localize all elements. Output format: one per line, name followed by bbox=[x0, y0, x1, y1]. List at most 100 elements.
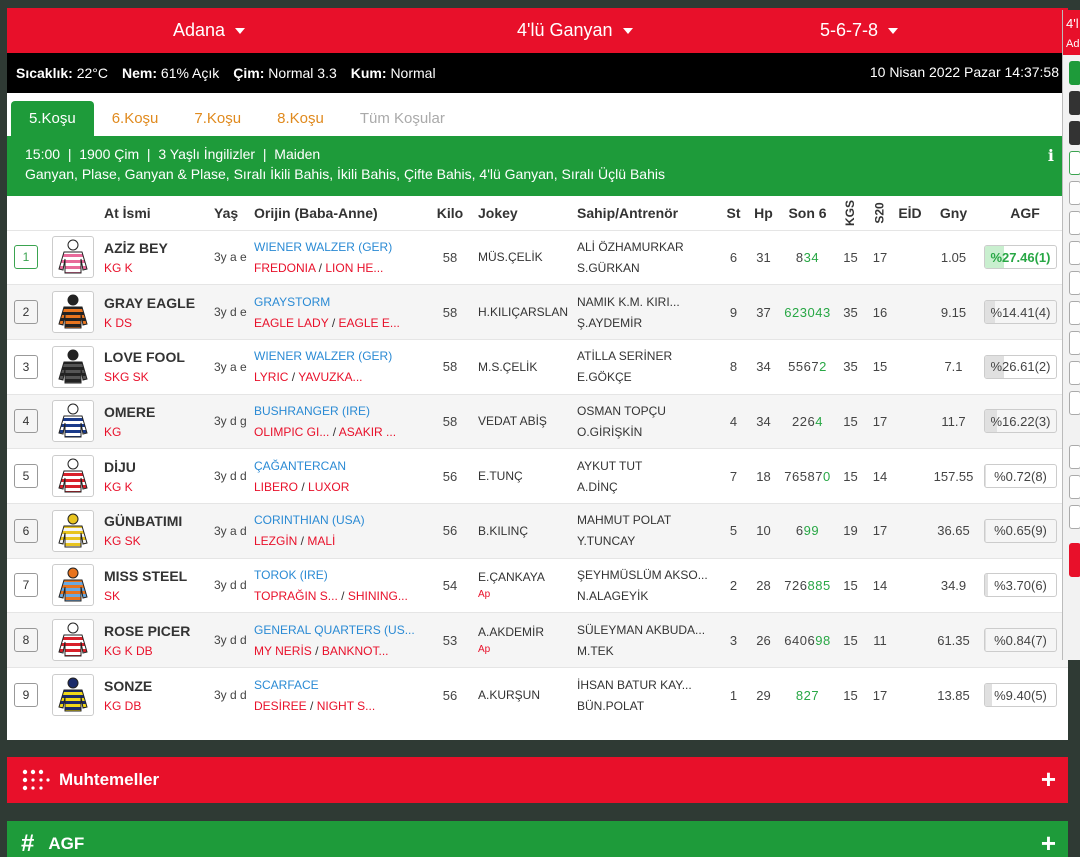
damsire-link[interactable]: EAGLE E... bbox=[338, 315, 400, 330]
trainer-name[interactable]: Y.TUNCAY bbox=[577, 534, 636, 549]
horse-select-checkbox[interactable]: 9 bbox=[14, 683, 38, 708]
trainer-name[interactable]: N.ALAGEYİK bbox=[577, 588, 649, 603]
muhtemeller-accordion[interactable]: Muhtemeller + bbox=[7, 757, 1068, 803]
horse-name[interactable]: MISS STEEL bbox=[104, 567, 188, 584]
owner-name[interactable]: OSMAN TOPÇU bbox=[577, 403, 666, 418]
side-panel-chip[interactable] bbox=[1069, 391, 1080, 415]
sire-link[interactable]: WIENER WALZER (GER) bbox=[254, 239, 393, 254]
sire-link[interactable]: GENERAL QUARTERS (US... bbox=[254, 622, 415, 637]
trainer-name[interactable]: BÜN.POLAT bbox=[577, 698, 645, 713]
damsire-link[interactable]: LION HE... bbox=[325, 260, 384, 275]
table-row[interactable]: 8 ROSE PICER KG K DB 3y d d GENERAL QUARTERS… bbox=[7, 612, 1068, 668]
side-panel-chip[interactable] bbox=[1069, 331, 1080, 355]
jockey-name[interactable]: VEDAT ABİŞ bbox=[478, 414, 547, 429]
dam-link[interactable]: DESİREE bbox=[254, 698, 307, 713]
side-panel-chip[interactable] bbox=[1069, 241, 1080, 265]
trainer-name[interactable]: M.TEK bbox=[577, 643, 614, 658]
owner-name[interactable]: SÜLEYMAN AKBUDA... bbox=[577, 622, 706, 637]
jockey-name[interactable]: B.KILINÇ bbox=[478, 523, 529, 538]
damsire-link[interactable]: SHINING... bbox=[347, 588, 408, 603]
side-panel-chip[interactable] bbox=[1069, 361, 1080, 385]
damsire-link[interactable]: MALİ bbox=[307, 534, 336, 549]
expand-icon[interactable]: + bbox=[1040, 828, 1056, 857]
sire-link[interactable]: WIENER WALZER (GER) bbox=[254, 349, 393, 364]
jockey-name[interactable]: A.AKDEMİR bbox=[478, 625, 545, 640]
owner-name[interactable]: ALİ ÖZHAMURKAR bbox=[577, 239, 684, 254]
horse-name[interactable]: LOVE FOOL bbox=[104, 349, 185, 366]
sire-link[interactable]: TOROK (IRE) bbox=[254, 567, 328, 582]
table-row[interactable]: 1 AZİZ BEY KG K 3y a e WIENER WALZER (GER) FR… bbox=[7, 229, 1068, 285]
table-row[interactable]: 9 SONZE KG DB 3y d d SCARFACE DESİREE / NIGHT… bbox=[7, 667, 1068, 723]
horse-select-checkbox[interactable]: 8 bbox=[14, 628, 38, 653]
dam-link[interactable]: LEZGİN bbox=[254, 534, 298, 549]
horse-select-checkbox[interactable]: 1 bbox=[14, 245, 38, 270]
side-panel-chip[interactable] bbox=[1069, 505, 1080, 529]
info-icon[interactable]: i bbox=[1047, 146, 1054, 165]
side-panel-chip[interactable] bbox=[1069, 211, 1080, 235]
side-panel-chip[interactable] bbox=[1069, 181, 1080, 205]
horse-select-checkbox[interactable]: 7 bbox=[14, 573, 38, 598]
sire-link[interactable]: BUSHRANGER (IRE) bbox=[254, 403, 371, 418]
damsire-link[interactable]: BANKNOT... bbox=[321, 643, 389, 658]
side-panel-chip[interactable] bbox=[1069, 445, 1080, 469]
horse-select-checkbox[interactable]: 3 bbox=[14, 354, 38, 379]
trainer-name[interactable]: Ş.AYDEMİR bbox=[577, 315, 643, 330]
trainer-name[interactable]: S.GÜRKAN bbox=[577, 260, 640, 275]
races-dropdown[interactable]: 5-6-7-8 bbox=[820, 20, 899, 41]
dam-link[interactable]: TOPRAĞIN S... bbox=[254, 588, 338, 603]
horse-name[interactable]: GRAY EAGLE bbox=[104, 294, 196, 311]
tab-all-races[interactable]: Tüm Koşular bbox=[359, 110, 445, 127]
side-panel-chip[interactable] bbox=[1069, 151, 1080, 175]
side-panel-chip[interactable] bbox=[1069, 301, 1080, 325]
jockey-name[interactable]: A.KURŞUN bbox=[478, 688, 541, 703]
table-row[interactable]: 2 GRAY EAGLE K DS 3y d e GRAYSTORM EAGLE LADY… bbox=[7, 284, 1068, 340]
side-panel-chip[interactable] bbox=[1069, 61, 1080, 85]
table-row[interactable]: 6 GÜNBATIMI KG SK 3y a d CORINTHIAN (USA) LEZ… bbox=[7, 502, 1068, 559]
side-panel-button[interactable] bbox=[1069, 543, 1080, 577]
side-panel-chip[interactable] bbox=[1069, 271, 1080, 295]
bet-type-dropdown[interactable]: 4'lü Ganyan bbox=[517, 20, 633, 41]
jockey-name[interactable]: MÜS.ÇELİK bbox=[478, 250, 543, 265]
dam-link[interactable]: LIBERO bbox=[254, 479, 299, 494]
side-panel-chip[interactable] bbox=[1069, 121, 1080, 145]
trainer-name[interactable]: O.GİRİŞKİN bbox=[577, 424, 643, 439]
tab-race-5[interactable]: 5.Koşu bbox=[11, 101, 94, 136]
horse-select-checkbox[interactable]: 4 bbox=[14, 409, 38, 434]
horse-name[interactable]: GÜNBATIMI bbox=[104, 513, 183, 530]
dam-link[interactable]: FREDONIA bbox=[254, 260, 316, 275]
damsire-link[interactable]: ASAKIR ... bbox=[338, 424, 397, 439]
table-row[interactable]: 7 MISS STEEL SK 3y d d TOROK (IRE) TOPRAĞIN S… bbox=[7, 557, 1068, 613]
jockey-name[interactable]: H.KILIÇARSLAN bbox=[478, 305, 569, 320]
horse-name[interactable]: OMERE bbox=[104, 403, 156, 420]
table-row[interactable]: 3 LOVE FOOL SKG SK 3y a e WIENER WALZER (GER… bbox=[7, 338, 1068, 395]
agf-accordion[interactable]: # AGF + bbox=[7, 821, 1068, 857]
horse-select-checkbox[interactable]: 2 bbox=[14, 300, 38, 325]
dam-link[interactable]: MY NERİS bbox=[254, 643, 312, 658]
track-dropdown[interactable]: Adana bbox=[173, 20, 246, 41]
horse-select-checkbox[interactable]: 5 bbox=[14, 464, 38, 489]
trainer-name[interactable]: A.DİNÇ bbox=[577, 479, 618, 494]
jockey-name[interactable]: M.S.ÇELİK bbox=[478, 359, 538, 374]
owner-name[interactable]: NAMIK K.M. KIRI... bbox=[577, 294, 680, 309]
dam-link[interactable]: LYRIC bbox=[254, 370, 289, 385]
damsire-link[interactable]: LUXOR bbox=[308, 479, 350, 494]
expand-icon[interactable]: + bbox=[1040, 764, 1056, 794]
dam-link[interactable]: EAGLE LADY bbox=[254, 315, 329, 330]
sire-link[interactable]: SCARFACE bbox=[254, 677, 319, 692]
sire-link[interactable]: ÇAĞANTERCAN bbox=[254, 458, 347, 473]
side-panel-chip[interactable] bbox=[1069, 91, 1080, 115]
owner-name[interactable]: ATİLLA SERİNER bbox=[577, 349, 673, 364]
horse-name[interactable]: DİJU bbox=[104, 458, 136, 475]
horse-name[interactable]: ROSE PICER bbox=[104, 622, 191, 639]
horse-name[interactable]: SONZE bbox=[104, 677, 153, 694]
trainer-name[interactable]: E.GÖKÇE bbox=[577, 370, 632, 385]
owner-name[interactable]: ŞEYHMÜSLÜM AKSO... bbox=[577, 567, 708, 582]
table-row[interactable]: 4 OMERE KG 3y d g BUSHRANGER (IRE) OLIMPIC GI… bbox=[7, 393, 1068, 449]
tab-race-6[interactable]: 6.Koşu bbox=[111, 110, 159, 127]
jockey-name[interactable]: E.ÇANKAYA bbox=[478, 570, 545, 585]
dam-link[interactable]: OLIMPIC GI... bbox=[254, 424, 330, 439]
damsire-link[interactable]: YAVUZKA... bbox=[298, 370, 363, 385]
side-panel-chip[interactable] bbox=[1069, 475, 1080, 499]
tab-race-8[interactable]: 8.Koşu bbox=[277, 110, 324, 127]
owner-name[interactable]: İHSAN BATUR KAY... bbox=[577, 677, 692, 692]
